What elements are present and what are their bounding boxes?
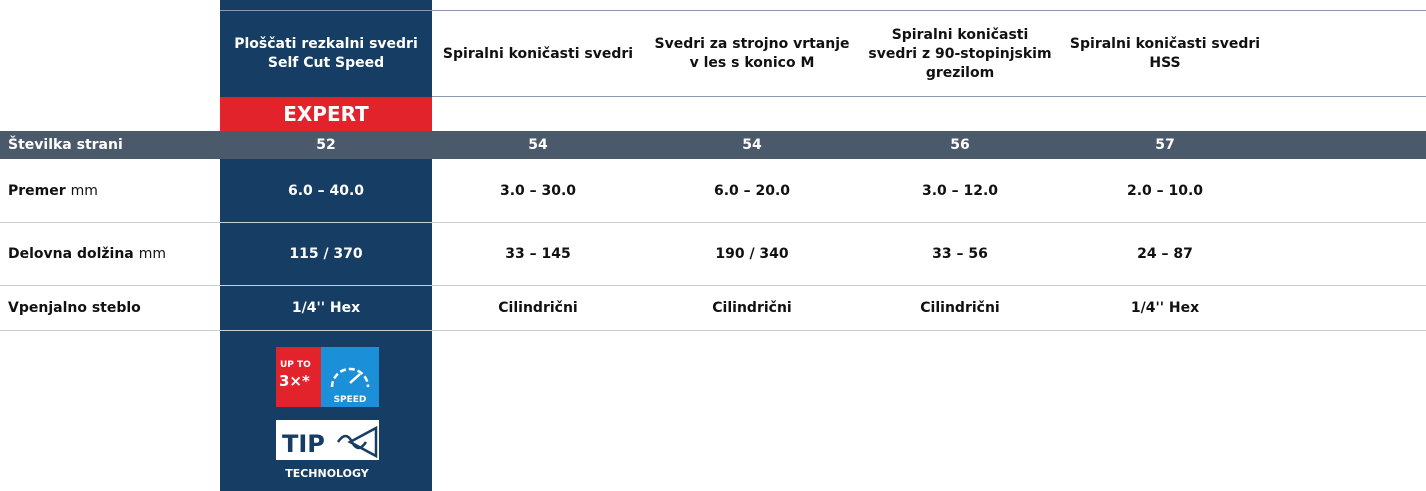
row-label-text: Številka strani [8, 137, 123, 153]
icon-text: UP TO [280, 360, 311, 370]
column-header: Spiralni koničasti svedri HSS [1060, 12, 1270, 96]
cell-value: Cilindrični [644, 285, 860, 330]
cell-value: Cilindrični [860, 285, 1060, 330]
cell-value: 33 – 145 [432, 222, 644, 285]
icon-text: TIP [282, 430, 325, 458]
column-header: Svedri za strojno vrtanje v les s konico… [644, 12, 860, 96]
speed-icon: UP TO 3×* SPEED [276, 347, 379, 407]
column-header: Spiralni koničasti svedri [432, 12, 644, 96]
cell-value: 54 [644, 131, 860, 159]
row-label: Premer mm [0, 159, 220, 222]
row-label: Številka strani [0, 131, 220, 159]
icon-text: 3×* [279, 372, 310, 390]
cell-value: 52 [220, 131, 432, 159]
page: EXPERT UP TO 3×* SPEED TIP TECHNOLOGY Pl… [0, 0, 1426, 491]
row-label-text: Premer [8, 183, 66, 199]
cell-value: 190 / 340 [644, 222, 860, 285]
row-unit: mm [139, 246, 166, 262]
cell-value: 6.0 – 20.0 [644, 159, 860, 222]
cell-value: 3.0 – 30.0 [432, 159, 644, 222]
cell-value: Cilindrični [432, 285, 644, 330]
cell-value: 2.0 – 10.0 [1060, 159, 1270, 222]
column-header: Spiralni koničasti svedri z 90-stopinjsk… [860, 12, 1060, 96]
row-label-text: Delovna dolžina [8, 246, 134, 262]
cell-value: 33 – 56 [860, 222, 1060, 285]
icon-text: SPEED [334, 395, 367, 405]
row-unit: mm [71, 183, 98, 199]
row-label: Delovna dolžina mm [0, 222, 220, 285]
cell-value: 6.0 – 40.0 [220, 159, 432, 222]
cell-value: 1/4'' Hex [220, 285, 432, 330]
cell-value: 24 – 87 [1060, 222, 1270, 285]
cell-value: 1/4'' Hex [1060, 285, 1270, 330]
rule [220, 10, 1426, 11]
expert-badge: EXPERT [220, 97, 432, 131]
row-label-text: Vpenjalno steblo [8, 300, 141, 316]
cell-value: 57 [1060, 131, 1270, 159]
tip-icon: TIP TECHNOLOGY [276, 420, 379, 484]
cell-value: 56 [860, 131, 1060, 159]
row-label: Vpenjalno steblo [0, 285, 220, 330]
cell-value: 54 [432, 131, 644, 159]
icon-text: TECHNOLOGY [285, 467, 370, 480]
column-header: Ploščati rezkalni svedri Self Cut Speed [220, 12, 432, 96]
cell-value: 3.0 – 12.0 [860, 159, 1060, 222]
rule [432, 96, 1426, 97]
cell-value: 115 / 370 [220, 222, 432, 285]
row-rule [0, 330, 1426, 331]
